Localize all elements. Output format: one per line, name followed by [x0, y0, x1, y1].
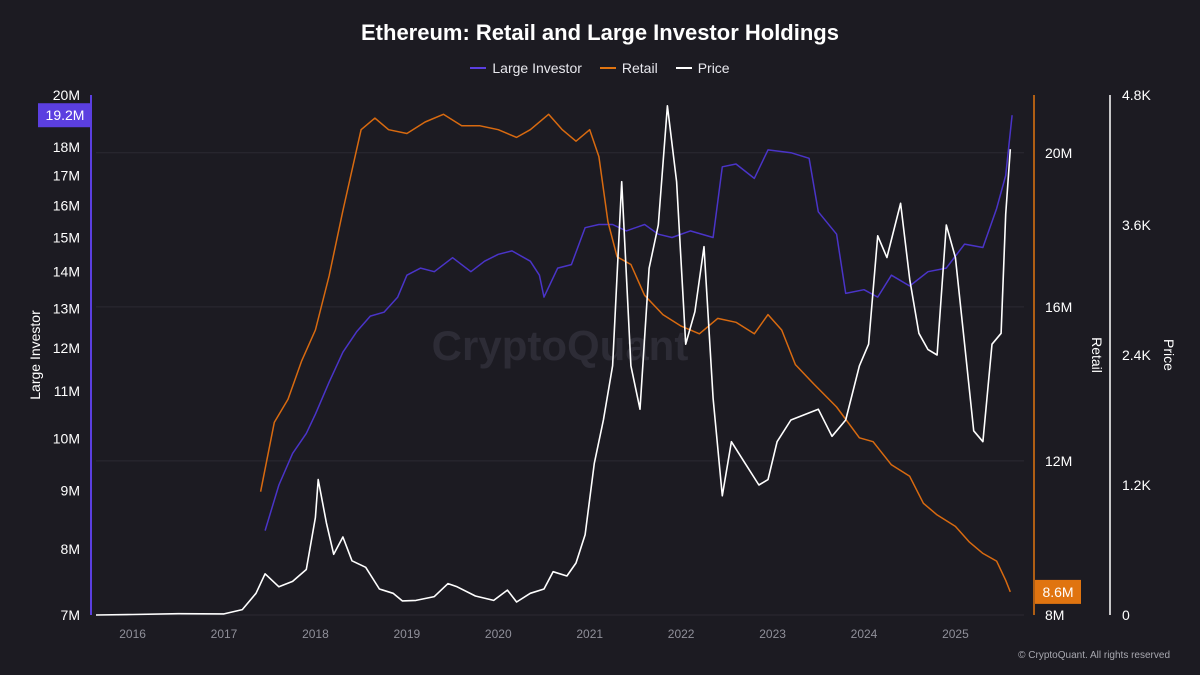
legend-label-retail: Retail [621, 60, 658, 76]
series-line-price [95, 105, 1012, 616]
x-tick-label: 2022 [668, 627, 695, 641]
price-tick-label: 1.2K [1122, 477, 1151, 493]
retail-tick-label: 20M [1045, 145, 1072, 161]
x-tick-label: 2017 [211, 627, 238, 641]
series-line-large-investor [264, 115, 1013, 531]
price-tick-label: 3.6K [1122, 217, 1151, 233]
large-investor-current-label: 19.2M [46, 107, 85, 123]
large-investor-tick-label: 8M [61, 541, 80, 557]
copyright-notice: © CryptoQuant. All rights reserved [1018, 650, 1170, 661]
legend-item-large-investor[interactable]: Large Investor [470, 60, 582, 76]
x-tick-label: 2021 [576, 627, 603, 641]
legend-label-large-investor: Large Investor [492, 60, 582, 76]
large-investor-tick-label: 16M [53, 198, 80, 214]
retail-tick-label: 12M [1045, 453, 1072, 469]
price-axis-title: Price [1161, 339, 1177, 371]
x-tick-label: 2019 [394, 627, 421, 641]
series-line-retail [259, 113, 1011, 593]
x-tick-label: 2024 [851, 627, 878, 641]
x-tick-label: 2023 [759, 627, 786, 641]
legend-swatch-price [675, 67, 692, 69]
price-tick-label: 4.8K [1122, 87, 1151, 103]
large-investor-tick-label: 12M [53, 340, 80, 356]
large-investor-axis-title: Large Investor [27, 310, 43, 400]
large-investor-tick-label: 18M [53, 139, 80, 155]
chart-legend: Large Investor Retail Price [0, 60, 1200, 76]
large-investor-tick-label: 9M [61, 483, 80, 499]
large-investor-tick-label: 10M [53, 430, 80, 446]
watermark-text: CryptoQuant [432, 322, 689, 369]
large-investor-tick-label: 17M [53, 167, 80, 183]
large-investor-tick-label: 7M [61, 607, 80, 623]
retail-current-label: 8.6M [1042, 584, 1073, 600]
x-tick-label: 2016 [119, 627, 146, 641]
legend-swatch-retail [599, 67, 616, 69]
large-investor-tick-label: 15M [53, 229, 80, 245]
legend-swatch-large-investor [470, 67, 487, 69]
large-investor-current-badge [38, 103, 92, 128]
price-tick-label: 2.4K [1122, 347, 1151, 363]
legend-item-retail[interactable]: Retail [599, 60, 658, 76]
retail-current-badge [1035, 579, 1081, 604]
large-investor-tick-label: 14M [53, 264, 80, 280]
large-investor-tick-label: 11M [54, 383, 80, 399]
chart-title: Ethereum: Retail and Large Investor Hold… [361, 20, 839, 45]
large-investor-tick-label: 20M [53, 87, 80, 103]
retail-tick-label: 8M [1045, 607, 1064, 623]
price-tick-label: 0 [1122, 607, 1130, 623]
legend-item-price[interactable]: Price [675, 60, 730, 76]
x-tick-label: 2025 [942, 627, 969, 641]
legend-label-price: Price [697, 60, 730, 76]
retail-axis-title: Retail [1089, 337, 1105, 373]
x-tick-label: 2020 [485, 627, 512, 641]
retail-tick-label: 16M [1045, 299, 1072, 315]
x-tick-label: 2018 [302, 627, 329, 641]
large-investor-tick-label: 13M [53, 300, 80, 316]
